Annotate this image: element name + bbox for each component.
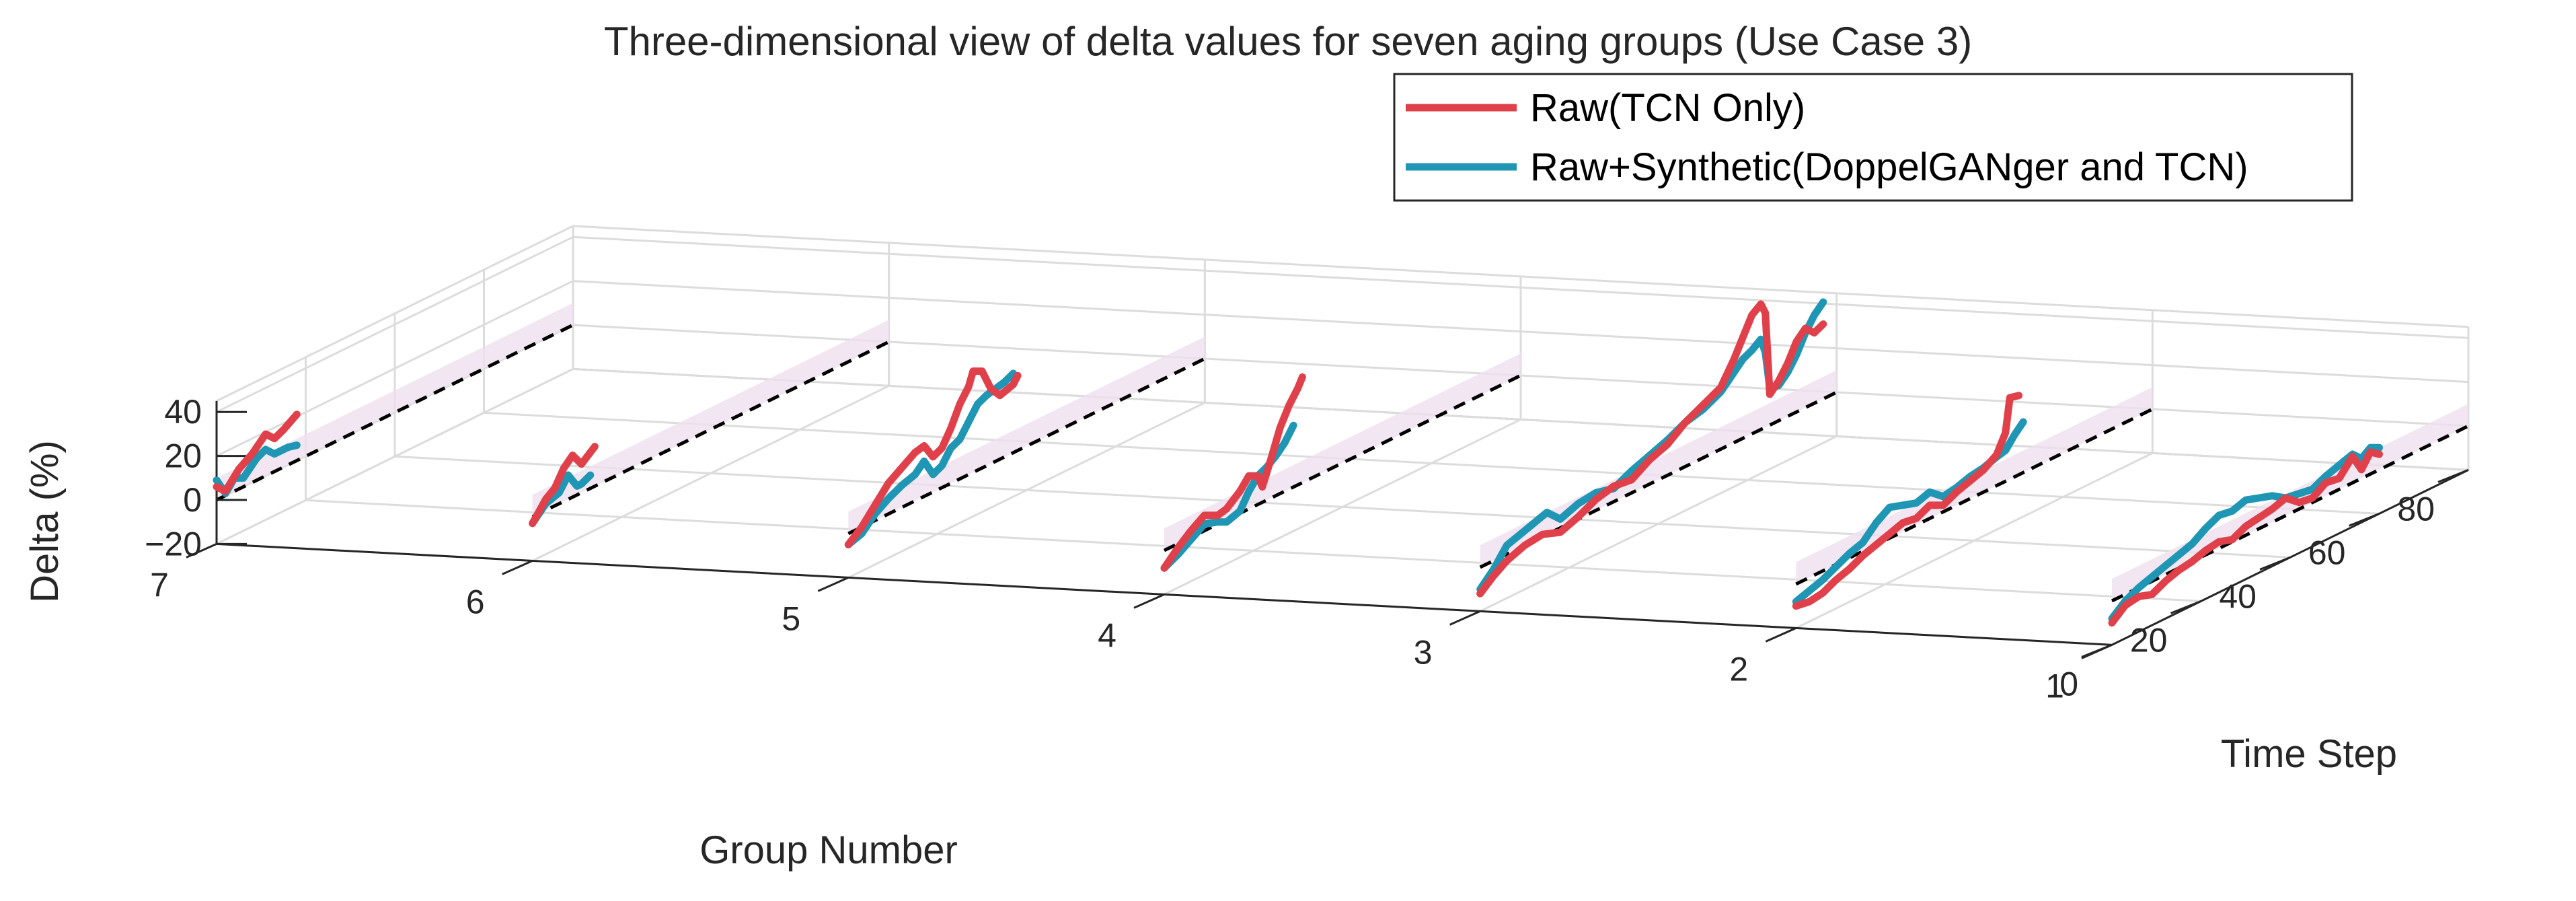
x-tick-label: 3 bbox=[1414, 633, 1433, 671]
zero-baseline-group-2 bbox=[1795, 407, 2154, 586]
x-tick-mark bbox=[1449, 610, 1481, 626]
side-wall-top-edge bbox=[216, 225, 574, 402]
band-group-3 bbox=[1480, 370, 1837, 567]
chart-title: Three-dimensional view of delta values f… bbox=[604, 19, 1972, 64]
x-tick-label: 2 bbox=[1729, 650, 1748, 688]
legend-label-raw: Raw(TCN Only) bbox=[1530, 86, 1805, 130]
series-line-raw-group-6 bbox=[529, 443, 599, 528]
series-line-raw-group-4 bbox=[1160, 373, 1306, 572]
series-line-raw-group-1 bbox=[2108, 448, 2383, 627]
z-axis-label: Delta (%) bbox=[23, 440, 67, 603]
x-tick-mark bbox=[1133, 593, 1165, 609]
z-tick-label: −20 bbox=[145, 525, 202, 563]
y-tick-label: 0 bbox=[2059, 665, 2078, 702]
y-tick-label: 60 bbox=[2308, 534, 2346, 571]
y-axis-label: Time Step bbox=[2221, 732, 2397, 776]
floor-gridline-group bbox=[1164, 419, 1521, 596]
y-tick-label: 40 bbox=[2219, 577, 2257, 615]
series-line-raw-group-3 bbox=[1476, 300, 1827, 598]
x-tick-label: 5 bbox=[782, 600, 800, 637]
band-group-4 bbox=[1164, 353, 1521, 550]
series-line-synthetic-group-5 bbox=[844, 369, 1017, 548]
z-tick-label: 40 bbox=[164, 393, 202, 431]
legend-label-synthetic: Raw+Synthetic(DoppelGANger and TCN) bbox=[1530, 145, 2248, 189]
zero-baseline-group-5 bbox=[847, 357, 1206, 536]
zero-baseline-group-6 bbox=[531, 340, 890, 519]
x-tick-label: 6 bbox=[466, 583, 485, 620]
legend: Raw(TCN Only) Raw+Synthetic(DoppelGANger… bbox=[1393, 73, 2353, 202]
y-tick-mark bbox=[2081, 644, 2113, 658]
band-group-6 bbox=[532, 320, 889, 517]
zero-baseline-group-7 bbox=[215, 323, 574, 502]
x-tick-mark bbox=[1765, 627, 1796, 643]
series-line-synthetic-group-1 bbox=[2108, 443, 2383, 622]
z-tick-label: 20 bbox=[164, 437, 202, 475]
x-tick-label: 1 bbox=[2045, 667, 2064, 705]
floor-gridline-group bbox=[1795, 452, 2153, 629]
x-axis-label: Group Number bbox=[699, 828, 958, 872]
x-tick-mark bbox=[186, 543, 217, 558]
x-tick-mark bbox=[817, 577, 849, 592]
series-line-raw-group-5 bbox=[844, 367, 1022, 548]
floor-gridline-group bbox=[847, 402, 1205, 579]
legend-box bbox=[1393, 73, 2353, 202]
y-tick-label: 80 bbox=[2397, 490, 2435, 528]
band-group-5 bbox=[848, 336, 1205, 534]
floor-gridline-group bbox=[532, 385, 890, 562]
floor-gridline-group bbox=[1480, 435, 1838, 612]
series-lines bbox=[213, 298, 2383, 627]
series-line-raw-group-7 bbox=[213, 410, 301, 495]
band-group-7 bbox=[217, 303, 573, 500]
y-tick-label: 20 bbox=[2130, 621, 2168, 659]
x-tick-label: 4 bbox=[1098, 616, 1116, 654]
series-line-raw-group-2 bbox=[1792, 392, 2023, 610]
y-tick-mark bbox=[2348, 513, 2380, 527]
x-tick-mark bbox=[502, 560, 533, 575]
y-tick-mark bbox=[2170, 600, 2202, 614]
y-tick-mark bbox=[2259, 556, 2291, 571]
z-tick-label: 0 bbox=[183, 481, 202, 519]
y-tick-mark bbox=[2437, 469, 2469, 483]
x-tick-label: 7 bbox=[150, 566, 169, 604]
